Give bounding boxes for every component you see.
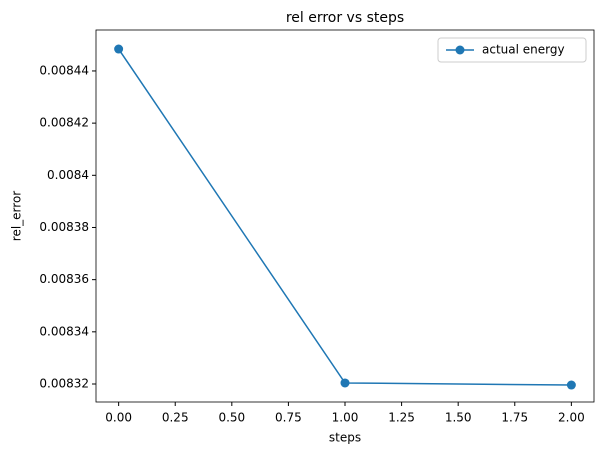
x-tick-label: 2.00 — [558, 411, 585, 425]
x-tick-label: 1.75 — [501, 411, 528, 425]
data-point — [566, 380, 576, 390]
x-tick-label: 1.25 — [388, 411, 415, 425]
y-tick-label: 0.00844 — [39, 63, 89, 77]
chart-title: rel error vs steps — [286, 10, 404, 26]
legend-label: actual energy — [482, 43, 565, 57]
plot-frame — [95, 29, 595, 403]
y-tick-label: 0.00842 — [39, 116, 89, 130]
legend-marker — [455, 45, 465, 55]
x-tick-label: 0.50 — [218, 411, 245, 425]
y-tick-label: 0.0084 — [47, 168, 89, 182]
x-tick-label: 1.50 — [445, 411, 472, 425]
y-tick-label: 0.00834 — [39, 324, 89, 338]
legend-box — [437, 37, 587, 63]
x-tick-label: 0.75 — [275, 411, 302, 425]
y-tick-label: 0.00836 — [39, 272, 89, 286]
data-point — [340, 378, 350, 388]
x-axis-label: steps — [329, 431, 361, 445]
x-tick-label: 0.25 — [162, 411, 189, 425]
x-tick-label: 0.00 — [105, 411, 132, 425]
y-tick-label: 0.00838 — [39, 220, 89, 234]
x-tick-label: 1.00 — [332, 411, 359, 425]
y-tick-label: 0.00832 — [39, 377, 89, 391]
data-point — [114, 44, 124, 54]
legend: actual energy — [437, 37, 587, 63]
y-axis-label: rel_error — [10, 191, 24, 242]
